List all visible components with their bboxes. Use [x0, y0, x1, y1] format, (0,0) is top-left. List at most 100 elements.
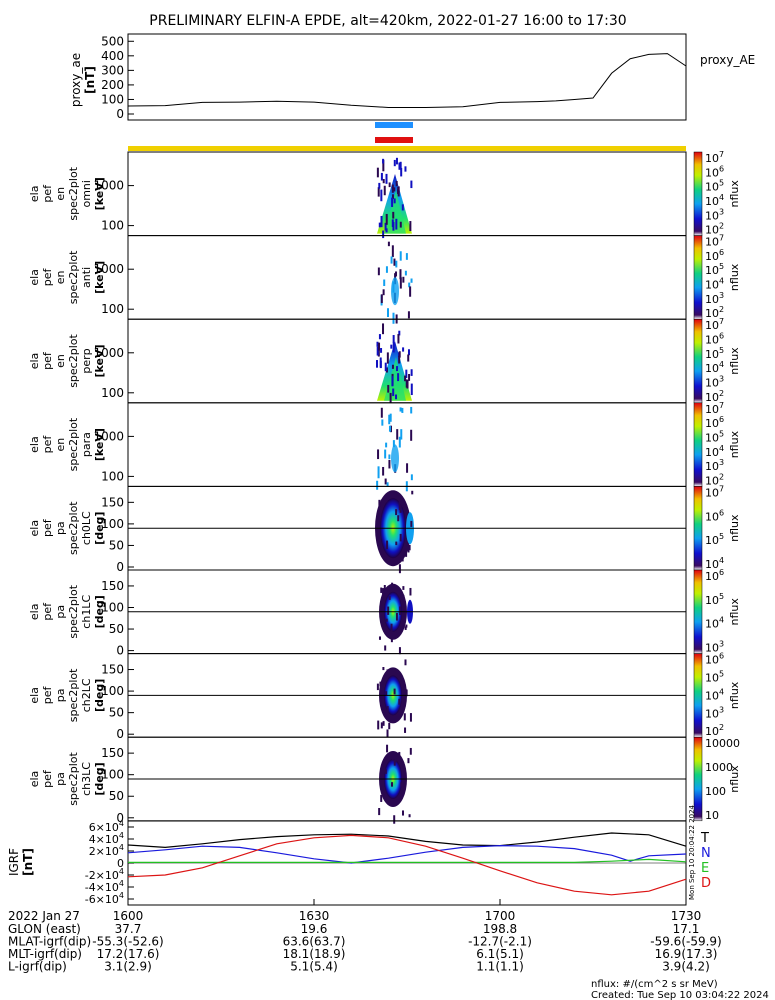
- colorbar-tick-label: 100: [705, 785, 726, 798]
- spec-panel-1: 100 1000 ela pef en spec2plot anti [keV]: [28, 235, 687, 324]
- ae-tick-label: 300: [101, 63, 124, 77]
- colorbar-tick-label-exp: 7: [719, 317, 724, 326]
- pa-pixel: [404, 626, 407, 630]
- colorbar-tick-label-exp: 3: [719, 374, 724, 383]
- igrf-tick-label-exp: 4: [119, 831, 124, 840]
- pa-pixel: [391, 754, 394, 761]
- pa-pixel: [380, 794, 383, 802]
- colorbar-tick-label-base: 10: [705, 570, 719, 583]
- spec-ylabel: ela: [28, 687, 41, 704]
- spec-pixel: [407, 349, 410, 356]
- colorbar-7: 10 100 1000 10000 nflux: [693, 736, 741, 822]
- colorbar-tick-label-exp: 7: [719, 150, 724, 159]
- spec-ylabel: pa: [54, 772, 67, 786]
- colorbar-tick-label: 105: [705, 532, 724, 547]
- spec-tick-label: 100: [101, 219, 124, 233]
- pa-pixel: [378, 636, 381, 640]
- colorbars: 102103104105106107nflux10210310410510610…: [693, 150, 741, 822]
- spec-pixel: [378, 334, 381, 340]
- pa-pixel: [382, 721, 385, 726]
- pa-pixel: [378, 808, 381, 816]
- colorbar-tick-label-exp: 2: [719, 222, 724, 231]
- spec-pixel: [392, 388, 395, 397]
- spec-pixel: [398, 355, 401, 364]
- x-tick-label: 1600: [113, 909, 144, 923]
- spec-pixel: [388, 182, 391, 188]
- spec-tick-label: 100: [101, 386, 124, 400]
- ae-panel-frame: [127, 33, 687, 121]
- colorbar-tick-label-exp: 5: [719, 429, 724, 438]
- igrf-tick-label: -4×104: [85, 879, 124, 894]
- pa-pixel: [377, 720, 380, 730]
- igrf-line-T: [127, 832, 687, 849]
- igrf-tick-label-exp: 4: [119, 879, 124, 888]
- colorbar-tick-label: 104: [705, 193, 724, 208]
- spec-panel-4: 0 50 100 150 ela pef pa spec2plot ch0LC [deg]: [28, 485, 687, 574]
- colorbar-tick-label-exp: 5: [719, 532, 724, 541]
- pa-pixel: [384, 645, 387, 651]
- colorbar-tick-label: 104: [705, 616, 724, 631]
- colorbar-tick-label-base: 10: [705, 348, 719, 361]
- spec-pixel: [399, 251, 402, 261]
- colorbar-tick-label-base: 10: [705, 642, 719, 655]
- colorbar-tick-label-exp: 3: [719, 207, 724, 216]
- spec-pixel: [385, 367, 388, 373]
- colorbar-tick-label-exp: 6: [719, 415, 724, 424]
- pa-pixel: [388, 596, 391, 600]
- colorbar-tick-label: 10: [705, 809, 719, 822]
- spec-pixel: [386, 352, 389, 364]
- spec-pixel: [410, 406, 413, 414]
- colorbar-gradient: [693, 569, 703, 654]
- science-mode-bar: [375, 137, 413, 143]
- colorbar-tick-label: 102: [705, 222, 724, 237]
- igrf-tick-label-base: -6×10: [85, 893, 119, 906]
- x-row-label: MLAT-igrf(dip): [8, 935, 91, 949]
- colorbar-tick-label: 102: [705, 305, 724, 320]
- spec-pixel: [380, 172, 383, 181]
- colorbar-tick-label: 106: [705, 652, 724, 667]
- spec-pixel: [385, 228, 388, 233]
- pa-pixel: [409, 587, 412, 596]
- colorbar-tick-label-base: 10: [705, 725, 719, 738]
- pa-pixel: [402, 810, 405, 816]
- igrf-legend-D: D: [701, 876, 711, 891]
- colorbar-tick-label-exp: 7: [719, 484, 724, 493]
- colorbar-tick-label: 107: [705, 317, 724, 332]
- spec-pixel: [409, 286, 412, 297]
- colorbar-tick-label: 103: [705, 374, 724, 389]
- colorbar-label: nflux: [728, 180, 741, 208]
- x-row-value: 16.9(17.3): [655, 947, 718, 961]
- spec-ylabel: spec2plot: [67, 334, 80, 388]
- colorbar-tick-label-base: 10: [705, 654, 719, 667]
- igrf-tick-label-base: 2×10: [89, 845, 119, 858]
- spec-ylabel: spec2plot: [67, 250, 80, 304]
- igrf-tick-label-exp: 4: [119, 843, 124, 852]
- spec-tick-label: 0: [116, 560, 124, 574]
- spec-pixel: [400, 429, 403, 440]
- footer-created: Created: Tue Sep 10 03:04:22 2024: [591, 990, 769, 1000]
- pa-pixel: [388, 722, 391, 730]
- igrf-tick-label: 0: [117, 857, 124, 870]
- pa-pixel: [401, 698, 404, 702]
- spec-pixel: [380, 215, 383, 228]
- spec-pixel: [398, 162, 401, 170]
- igrf-tick-label: 6×104: [89, 819, 124, 834]
- spec-pixel: [392, 342, 395, 353]
- spec-pixel: [376, 167, 379, 178]
- spec-pixel: [377, 449, 380, 460]
- spec-pixel: [397, 373, 400, 382]
- colorbar-tick-label: 107: [705, 150, 724, 165]
- igrf-tick-label-base: -4×10: [85, 881, 119, 894]
- x-row-value: 198.8: [483, 922, 517, 936]
- spec-ylabel: spec2plot: [67, 501, 80, 555]
- colorbar-tick-label-exp: 7: [719, 401, 724, 410]
- pa-pixel: [391, 582, 394, 590]
- spec-ylabel: pef: [41, 518, 54, 537]
- spec-pixel: [385, 266, 388, 273]
- spec-panel-frame: [127, 402, 687, 487]
- spec-pixel: [388, 460, 391, 469]
- x-row-value: -59.6(-59.9): [650, 935, 721, 949]
